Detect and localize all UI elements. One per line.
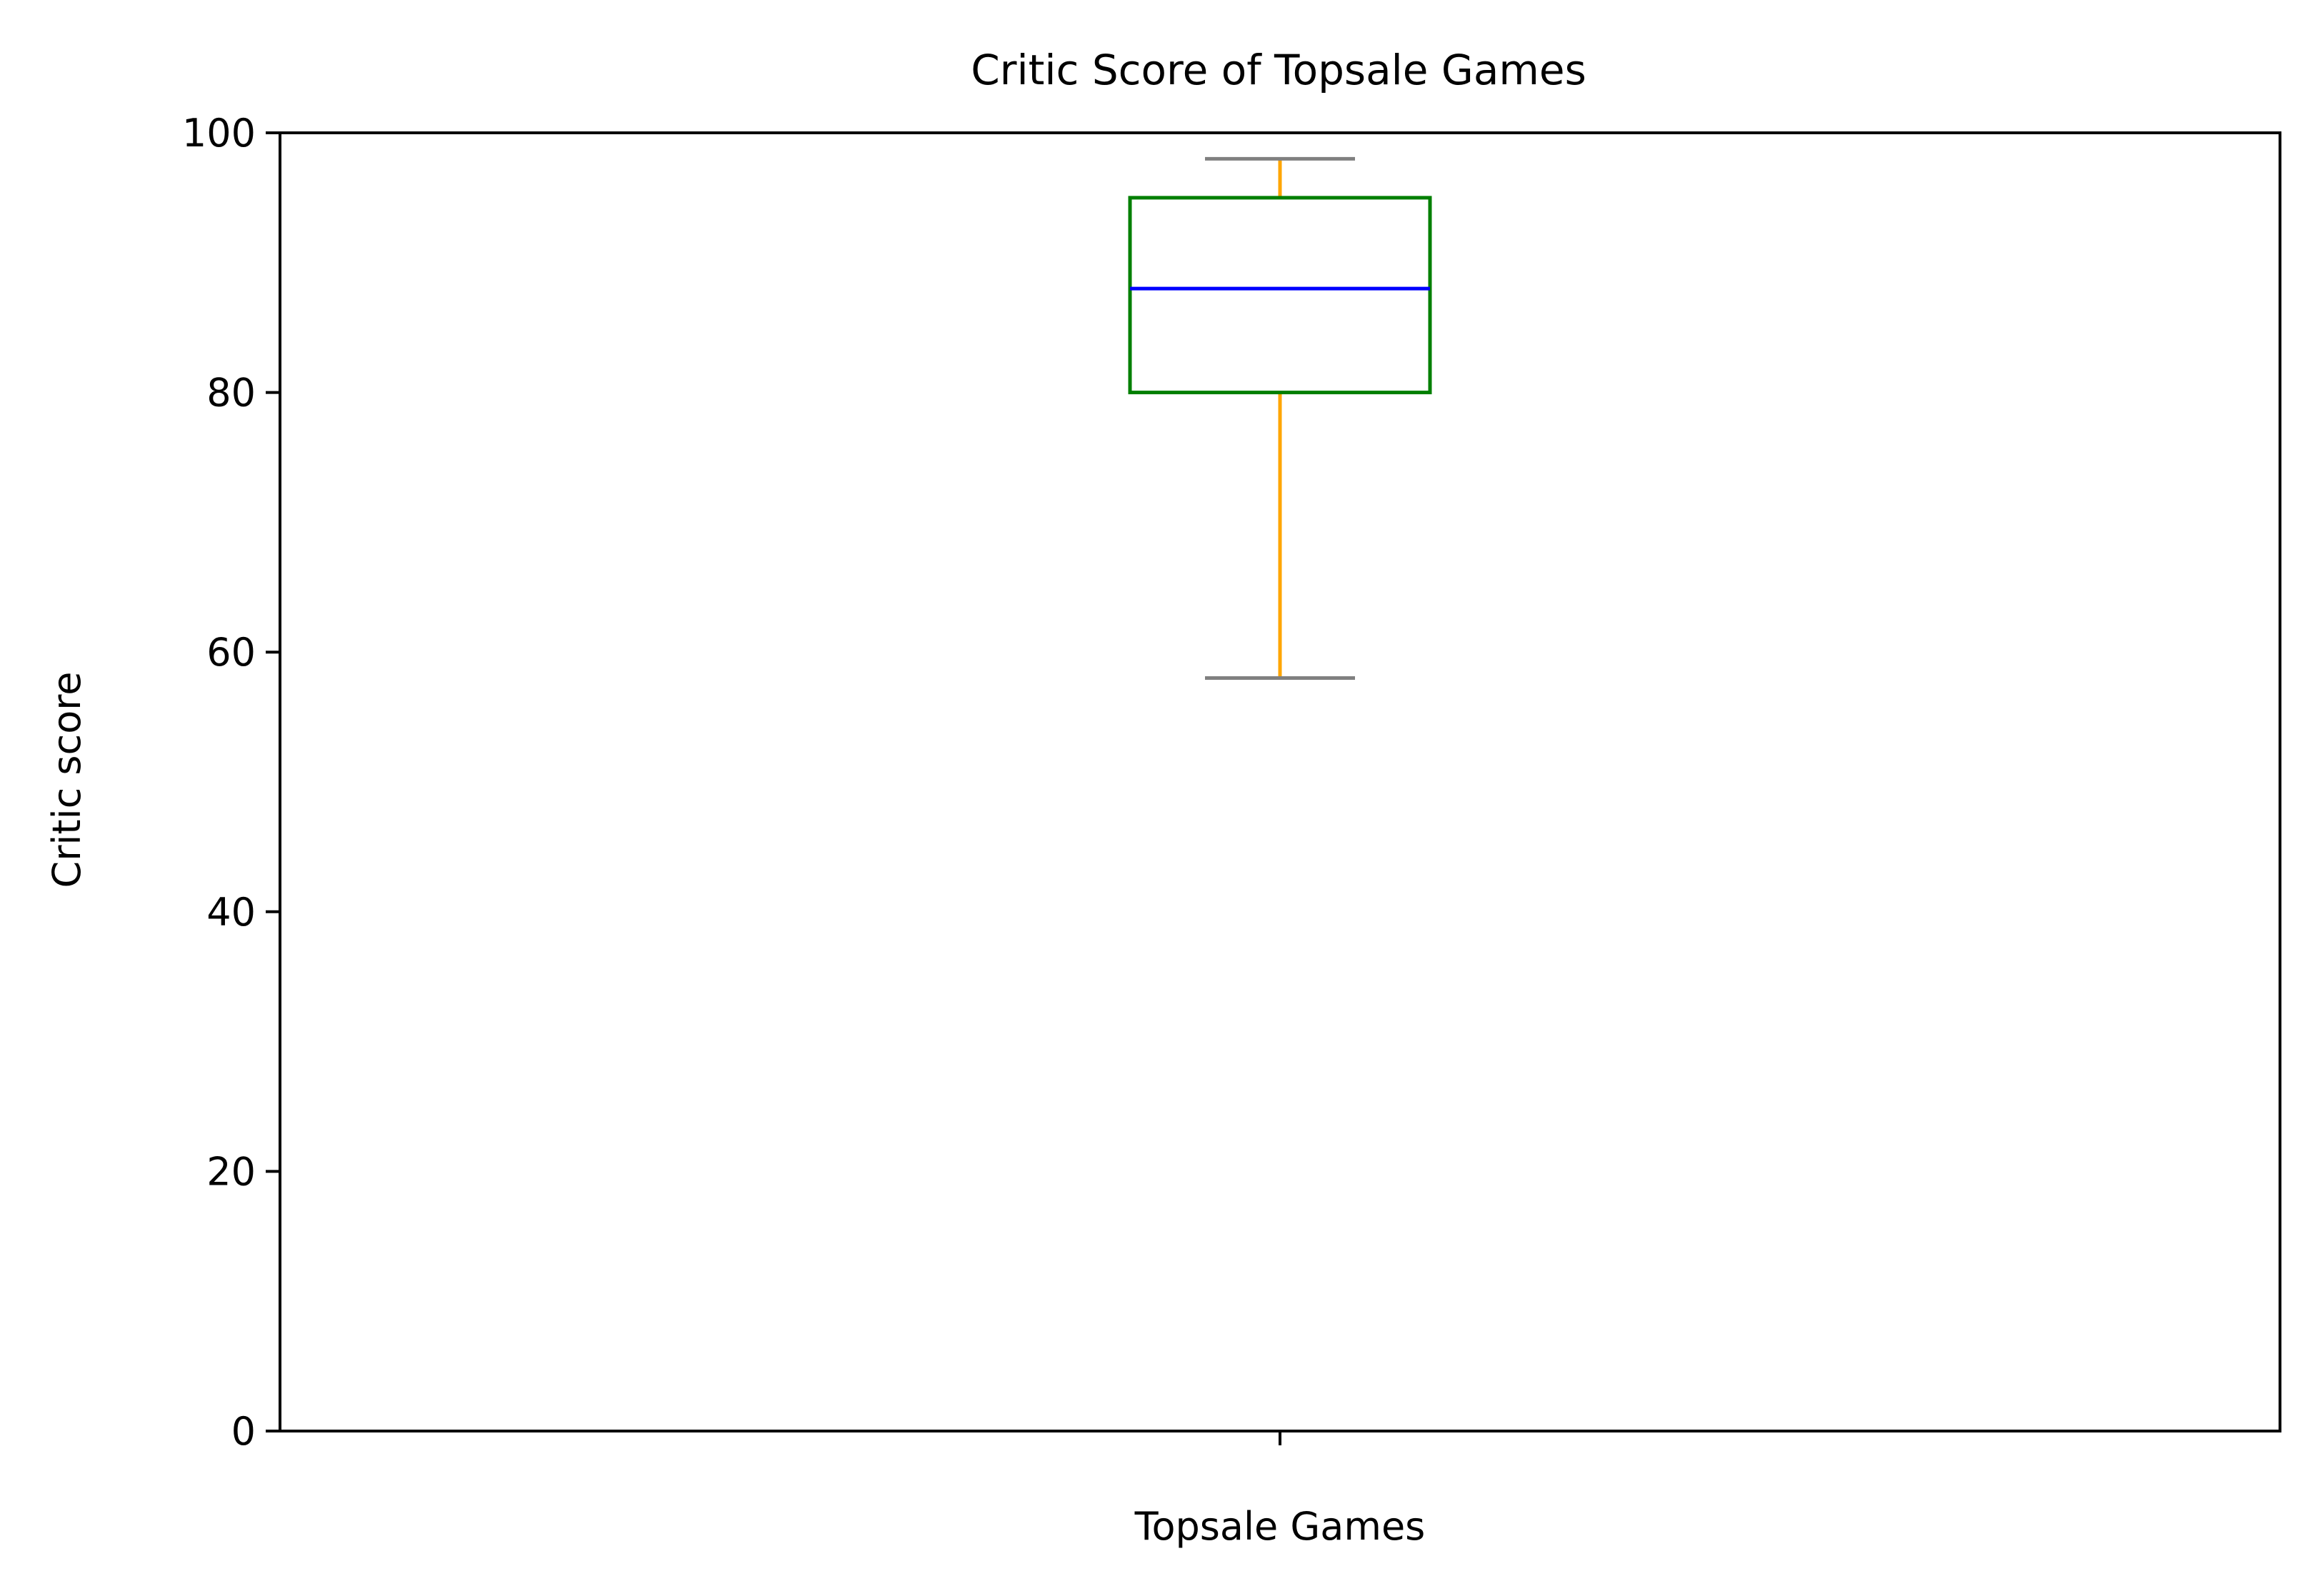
iqr-box [1128, 196, 1432, 395]
y-axis-label: Critic score [44, 671, 89, 888]
y-tick-label: 40 [206, 890, 256, 935]
y-tick-label: 60 [206, 630, 256, 675]
plot-layer [1128, 156, 1432, 681]
box-group [1128, 156, 1432, 681]
y-tick-label: 80 [206, 371, 256, 416]
y-tick-label: 0 [231, 1409, 256, 1454]
axes-layer: 0 20 40 60 80 100 Topsale Games [182, 111, 2281, 1549]
x-tick-label: Topsale Games [1134, 1504, 1426, 1549]
chart-title: Critic Score of Topsale Games [971, 46, 1586, 94]
y-tick-label: 100 [182, 111, 256, 156]
y-tick-label: 20 [206, 1149, 256, 1194]
axes-frame [279, 131, 2281, 1432]
